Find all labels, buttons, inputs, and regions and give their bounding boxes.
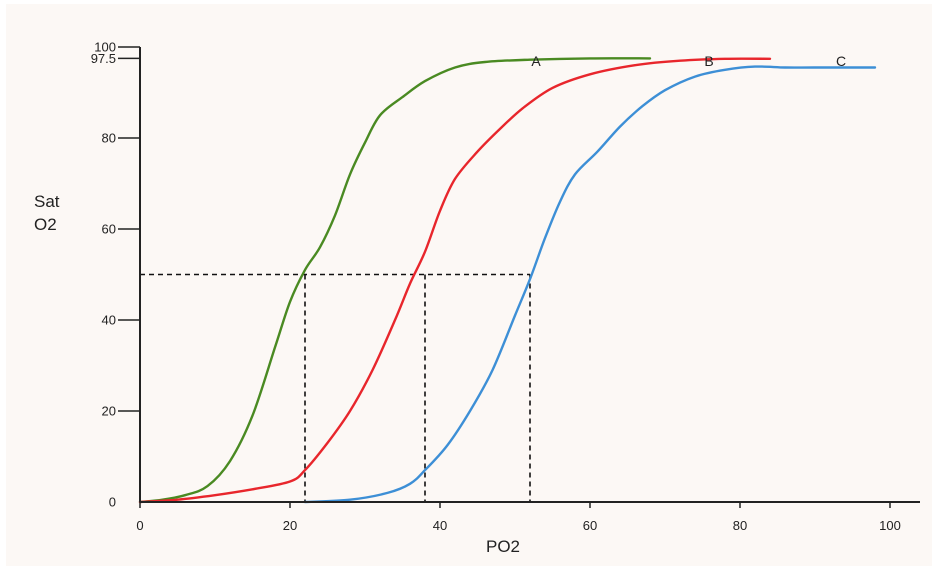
x-tick-label: 20 bbox=[283, 518, 297, 533]
x-tick-label: 100 bbox=[879, 518, 901, 533]
curve-b bbox=[138, 57, 772, 504]
curve-label-b: B bbox=[704, 53, 713, 69]
y-tick-label: 60 bbox=[102, 222, 116, 237]
p50-reference-lines bbox=[140, 273, 531, 502]
curve-a bbox=[138, 57, 652, 504]
curve-labels: A B C bbox=[531, 53, 846, 69]
curve-label-a: A bbox=[531, 53, 541, 69]
x-tick-label: 80 bbox=[733, 518, 747, 533]
curve-c bbox=[303, 65, 877, 504]
y-tick-label: 40 bbox=[102, 313, 116, 328]
curve-label-c: C bbox=[836, 53, 846, 69]
y-axis-title-line-1: Sat bbox=[34, 192, 60, 211]
y-axis-title-line-2: O2 bbox=[34, 215, 57, 234]
x-axis-title: PO2 bbox=[486, 537, 520, 556]
axes bbox=[139, 47, 920, 503]
y-tick-label: 97.5 bbox=[91, 51, 116, 66]
x-tick-label: 60 bbox=[583, 518, 597, 533]
x-tick-label: 0 bbox=[136, 518, 143, 533]
y-tick-label: 20 bbox=[102, 404, 116, 419]
y-tick-label: 100 bbox=[94, 40, 116, 55]
y-tick-label: 0 bbox=[109, 495, 116, 510]
x-tick-label: 40 bbox=[433, 518, 447, 533]
y-tick-label: 80 bbox=[102, 131, 116, 146]
curves bbox=[138, 57, 877, 504]
x-axis-ticks: 0 20 40 60 80 100 bbox=[136, 502, 901, 533]
